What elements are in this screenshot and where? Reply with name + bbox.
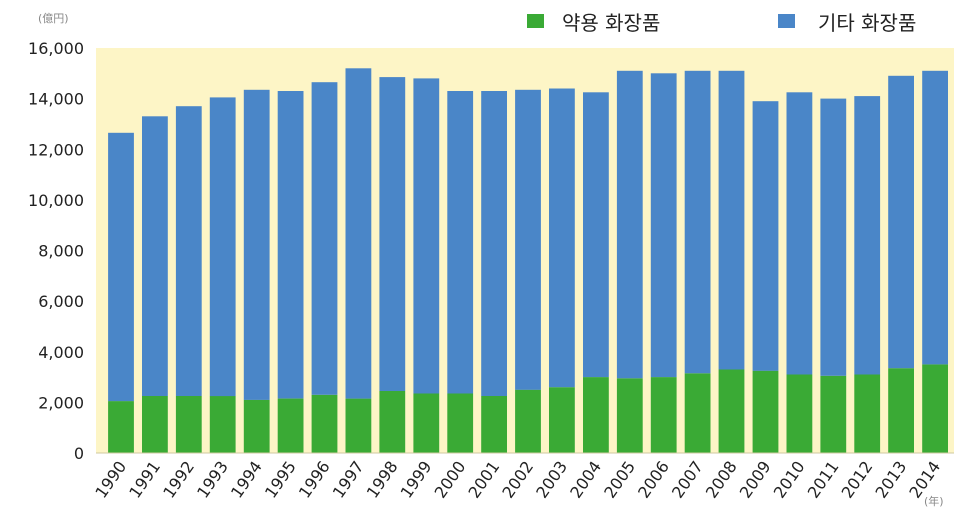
x-tick-label: 2001: [464, 457, 503, 501]
bar-medicated-2002: [515, 389, 541, 453]
y-axis-ticks: 0 2,000 4,000 6,000 8,000 10,000 12,000 14,000 1…: [28, 39, 84, 463]
bar-other-1999: [413, 78, 440, 394]
bar-other-1998: [379, 77, 406, 391]
x-tick-label: 2007: [668, 457, 707, 501]
bar-medicated-1993: [209, 396, 236, 453]
x-tick-label: 2006: [634, 457, 673, 501]
x-tick-label: 2008: [702, 457, 741, 501]
bar-other-2011: [820, 98, 847, 376]
bar-medicated-2012: [854, 374, 881, 453]
bar-medicated-2006: [650, 377, 677, 453]
x-tick-label: 1993: [193, 457, 232, 501]
bar-medicated-2011: [820, 375, 847, 453]
bar-medicated-2010: [786, 374, 813, 453]
bar-other-1994: [243, 89, 270, 400]
bar-medicated-1992: [175, 396, 202, 453]
bar-other-2003: [549, 88, 575, 388]
bar-medicated-1995: [277, 398, 304, 453]
x-tick-label: 1992: [159, 457, 198, 501]
bar-other-1991: [142, 116, 168, 397]
legend-label-medicated: 약용 화장품: [562, 11, 660, 35]
y-tick-label: 12,000: [28, 140, 84, 159]
x-tick-label: 2013: [871, 457, 910, 501]
bar-medicated-2009: [752, 370, 779, 453]
bar-medicated-1998: [379, 391, 406, 453]
bar-other-2005: [616, 70, 643, 379]
bar-other-2009: [752, 101, 779, 371]
y-tick-label: 4,000: [38, 343, 84, 362]
bar-medicated-1999: [413, 393, 440, 453]
x-tick-label: 1990: [91, 457, 130, 501]
bar-other-1997: [345, 68, 372, 399]
y-tick-label: 2,000: [38, 393, 84, 412]
x-tick-label: 1997: [329, 457, 368, 501]
bar-other-1993: [209, 97, 236, 397]
bar-medicated-2014: [922, 364, 948, 453]
y-tick-label: 0: [74, 444, 84, 463]
bar-other-1990: [108, 132, 134, 402]
y-tick-label: 6,000: [38, 292, 84, 311]
bar-medicated-2004: [583, 377, 609, 453]
bar-other-1995: [277, 91, 304, 399]
bar-other-2000: [447, 91, 474, 394]
bar-medicated-1997: [345, 398, 372, 453]
bar-other-2014: [922, 70, 948, 365]
x-tick-label: 2012: [838, 457, 877, 501]
x-tick-label: 1994: [227, 457, 266, 501]
y-tick-label: 16,000: [28, 39, 84, 58]
bar-medicated-2003: [549, 387, 575, 453]
x-tick-label: 2002: [498, 457, 537, 501]
y-tick-label: 14,000: [28, 90, 84, 109]
x-tick-label: 1995: [261, 457, 300, 501]
bar-medicated-2005: [616, 378, 643, 453]
x-tick-label: 2003: [532, 457, 571, 501]
bar-other-2012: [854, 96, 881, 375]
x-tick-label: 2005: [600, 457, 639, 501]
x-axis-unit: (年): [924, 494, 944, 508]
x-tick-label: 1999: [397, 457, 436, 501]
x-tick-label: 2004: [566, 457, 605, 501]
y-tick-label: 8,000: [38, 242, 84, 261]
x-tick-label: 2010: [770, 457, 809, 501]
legend-label-other: 기타 화장품: [818, 11, 916, 35]
x-tick-label: 2011: [804, 457, 843, 501]
bar-other-1996: [311, 82, 338, 395]
y-tick-label: 10,000: [28, 191, 84, 210]
legend-swatch-medicated: [527, 14, 544, 28]
bar-other-2004: [583, 92, 609, 378]
bar-medicated-2000: [447, 393, 474, 453]
x-tick-label: 2000: [431, 457, 470, 501]
bar-medicated-1996: [311, 394, 338, 453]
bar-other-2008: [718, 70, 745, 370]
x-tick-label: 1996: [295, 457, 334, 501]
x-tick-label: 2009: [736, 457, 775, 501]
bar-medicated-1991: [142, 396, 168, 453]
x-tick-label: 1991: [125, 457, 164, 501]
y-axis-unit: (億円): [38, 12, 69, 25]
bar-medicated-1994: [243, 399, 270, 453]
bar-other-2007: [684, 70, 711, 374]
bar-other-2010: [786, 92, 813, 375]
bar-medicated-1990: [108, 401, 134, 453]
bar-medicated-2013: [888, 368, 914, 453]
bar-other-2001: [481, 91, 507, 396]
bar-medicated-2007: [684, 373, 711, 453]
bar-medicated-2008: [718, 369, 745, 453]
bar-other-2002: [515, 89, 541, 390]
bars: [96, 68, 954, 454]
bar-other-1992: [175, 106, 202, 396]
bar-other-2013: [888, 75, 914, 369]
legend-swatch-other: [778, 14, 795, 28]
legend: 약용 화장품 기타 화장품: [527, 11, 916, 35]
bar-medicated-2001: [481, 396, 507, 453]
x-axis-ticks: 1990199119921993199419951996199719981999…: [91, 457, 944, 501]
bar-other-2006: [650, 73, 677, 378]
x-tick-label: 1998: [363, 457, 402, 501]
